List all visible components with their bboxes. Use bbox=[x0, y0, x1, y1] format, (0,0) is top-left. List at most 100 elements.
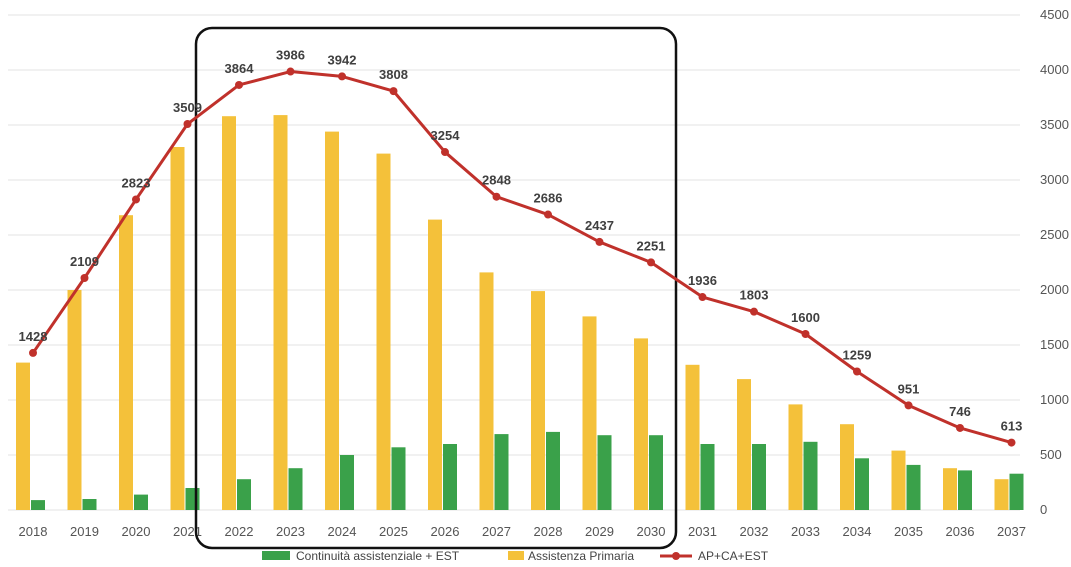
line-point bbox=[29, 348, 37, 357]
continuita-assistenziale-bar bbox=[31, 500, 45, 510]
x-tick-label: 2025 bbox=[379, 524, 408, 539]
line-point bbox=[904, 401, 913, 410]
y-tick-labels: 0 500 1000 1500 2000 2500 3000 3500 4000 4500 bbox=[1040, 7, 1069, 517]
legend-label: AP+CA+EST bbox=[698, 549, 769, 563]
data-label: 951 bbox=[898, 381, 920, 396]
data-label: 2251 bbox=[637, 238, 666, 253]
x-tick-label: 2024 bbox=[328, 524, 357, 539]
x-tick-label: 2021 bbox=[173, 524, 202, 539]
continuita-assistenziale-bar bbox=[649, 435, 663, 510]
y-tick-label: 3500 bbox=[1040, 117, 1069, 132]
legend: Continuità assistenziale + EST Assistenza… bbox=[262, 549, 769, 563]
assistenza-primaria-bar bbox=[531, 291, 545, 510]
highlight-box bbox=[194, 26, 678, 550]
assistenza-primaria-bar bbox=[634, 338, 648, 510]
line-point bbox=[286, 67, 295, 76]
x-tick-label: 2036 bbox=[946, 524, 975, 539]
continuita-assistenziale-bar bbox=[700, 444, 715, 510]
data-label: 1936 bbox=[688, 273, 717, 288]
data-label: 3942 bbox=[328, 52, 357, 67]
legend-swatch-marker bbox=[672, 552, 680, 560]
line-point bbox=[389, 87, 398, 96]
line-point bbox=[544, 210, 552, 219]
assistenza-primaria-bar bbox=[376, 153, 391, 510]
data-label: 2437 bbox=[585, 218, 614, 233]
assistenza-primaria-bar bbox=[943, 468, 957, 510]
line-point bbox=[132, 195, 140, 204]
line-point bbox=[698, 293, 707, 302]
data-label: 3808 bbox=[379, 67, 408, 82]
data-label: 613 bbox=[1001, 419, 1023, 434]
x-tick-label: 2030 bbox=[637, 524, 666, 539]
data-label: 3254 bbox=[431, 128, 461, 143]
continuita-assistenziale-bars bbox=[31, 431, 1024, 510]
line-point bbox=[80, 274, 89, 283]
y-tick-label: 500 bbox=[1040, 447, 1062, 462]
data-label: 1428 bbox=[19, 329, 48, 344]
y-tick-label: 4500 bbox=[1040, 7, 1069, 22]
assistenza-primaria-bar bbox=[16, 362, 30, 510]
x-tick-label: 2022 bbox=[225, 524, 254, 539]
x-tick-label: 2033 bbox=[791, 524, 820, 539]
data-label: 3509 bbox=[173, 100, 202, 115]
continuita-assistenziale-bar bbox=[82, 499, 97, 510]
continuita-assistenziale-bar bbox=[237, 479, 251, 510]
assistenza-primaria-bar bbox=[788, 404, 803, 510]
continuita-assistenziale-bar bbox=[391, 447, 406, 510]
continuita-assistenziale-bar bbox=[185, 488, 200, 510]
data-label: 2823 bbox=[122, 175, 151, 190]
data-labels: 1428 2109 2823 3509 3864 3986 3942 3808 3254 2848… bbox=[19, 48, 1023, 434]
assistenza-primaria-bar bbox=[222, 116, 236, 510]
x-tick-label: 2029 bbox=[585, 524, 614, 539]
assistenza-primaria-bars bbox=[16, 115, 1009, 510]
line-point bbox=[853, 367, 861, 376]
assistenza-primaria-bar bbox=[479, 272, 494, 510]
continuita-assistenziale-bar bbox=[855, 458, 869, 510]
y-tick-label: 2000 bbox=[1040, 282, 1069, 297]
line-point bbox=[647, 258, 655, 267]
y-tick-label: 2500 bbox=[1040, 227, 1069, 242]
y-tick-label: 0 bbox=[1040, 502, 1047, 517]
assistenza-primaria-bar bbox=[891, 450, 906, 510]
y-tick-label: 1000 bbox=[1040, 392, 1069, 407]
continuita-assistenziale-bar bbox=[1009, 473, 1024, 510]
x-tick-label: 2032 bbox=[740, 524, 769, 539]
data-label: 1803 bbox=[740, 288, 769, 303]
y-tick-label: 3000 bbox=[1040, 172, 1069, 187]
x-tick-label: 2018 bbox=[19, 524, 48, 539]
assistenza-primaria-bar bbox=[119, 215, 133, 510]
legend-label: Assistenza Primaria bbox=[528, 549, 634, 563]
assistenza-primaria-bar bbox=[170, 147, 185, 510]
x-tick-label: 2035 bbox=[894, 524, 923, 539]
continuita-assistenziale-bar bbox=[134, 494, 148, 510]
data-label: 2109 bbox=[70, 254, 99, 269]
continuita-assistenziale-bar bbox=[443, 444, 457, 510]
data-label: 746 bbox=[949, 404, 971, 419]
line-path bbox=[31, 70, 1012, 445]
continuita-assistenziale-bar bbox=[752, 444, 766, 510]
line-point bbox=[801, 330, 810, 338]
x-tick-label: 2026 bbox=[431, 524, 460, 539]
line-point bbox=[183, 120, 192, 129]
x-tick-label: 2031 bbox=[688, 524, 717, 539]
x-tick-label: 2037 bbox=[997, 524, 1026, 539]
data-label: 2848 bbox=[482, 173, 511, 188]
assistenza-primaria-bar bbox=[685, 364, 700, 510]
x-tick-label: 2034 bbox=[843, 524, 872, 539]
continuita-assistenziale-bar bbox=[340, 455, 354, 510]
line-point bbox=[441, 148, 449, 157]
x-tick-label: 2023 bbox=[276, 524, 305, 539]
continuita-assistenziale-bar bbox=[288, 468, 303, 510]
assistenza-primaria-bar bbox=[737, 379, 751, 510]
assistenza-primaria-bar bbox=[273, 115, 288, 510]
line-point bbox=[595, 237, 604, 246]
legend-swatch-green bbox=[262, 551, 290, 560]
continuita-assistenziale-bar bbox=[546, 431, 560, 510]
assistenza-primaria-bar bbox=[994, 479, 1009, 510]
assistenza-primaria-bar bbox=[428, 219, 442, 510]
y-tick-label: 4000 bbox=[1040, 62, 1069, 77]
data-label: 3864 bbox=[225, 61, 255, 76]
line-point bbox=[956, 423, 964, 432]
continuita-assistenziale-bar bbox=[494, 434, 509, 510]
continuita-assistenziale-bar bbox=[958, 470, 972, 510]
